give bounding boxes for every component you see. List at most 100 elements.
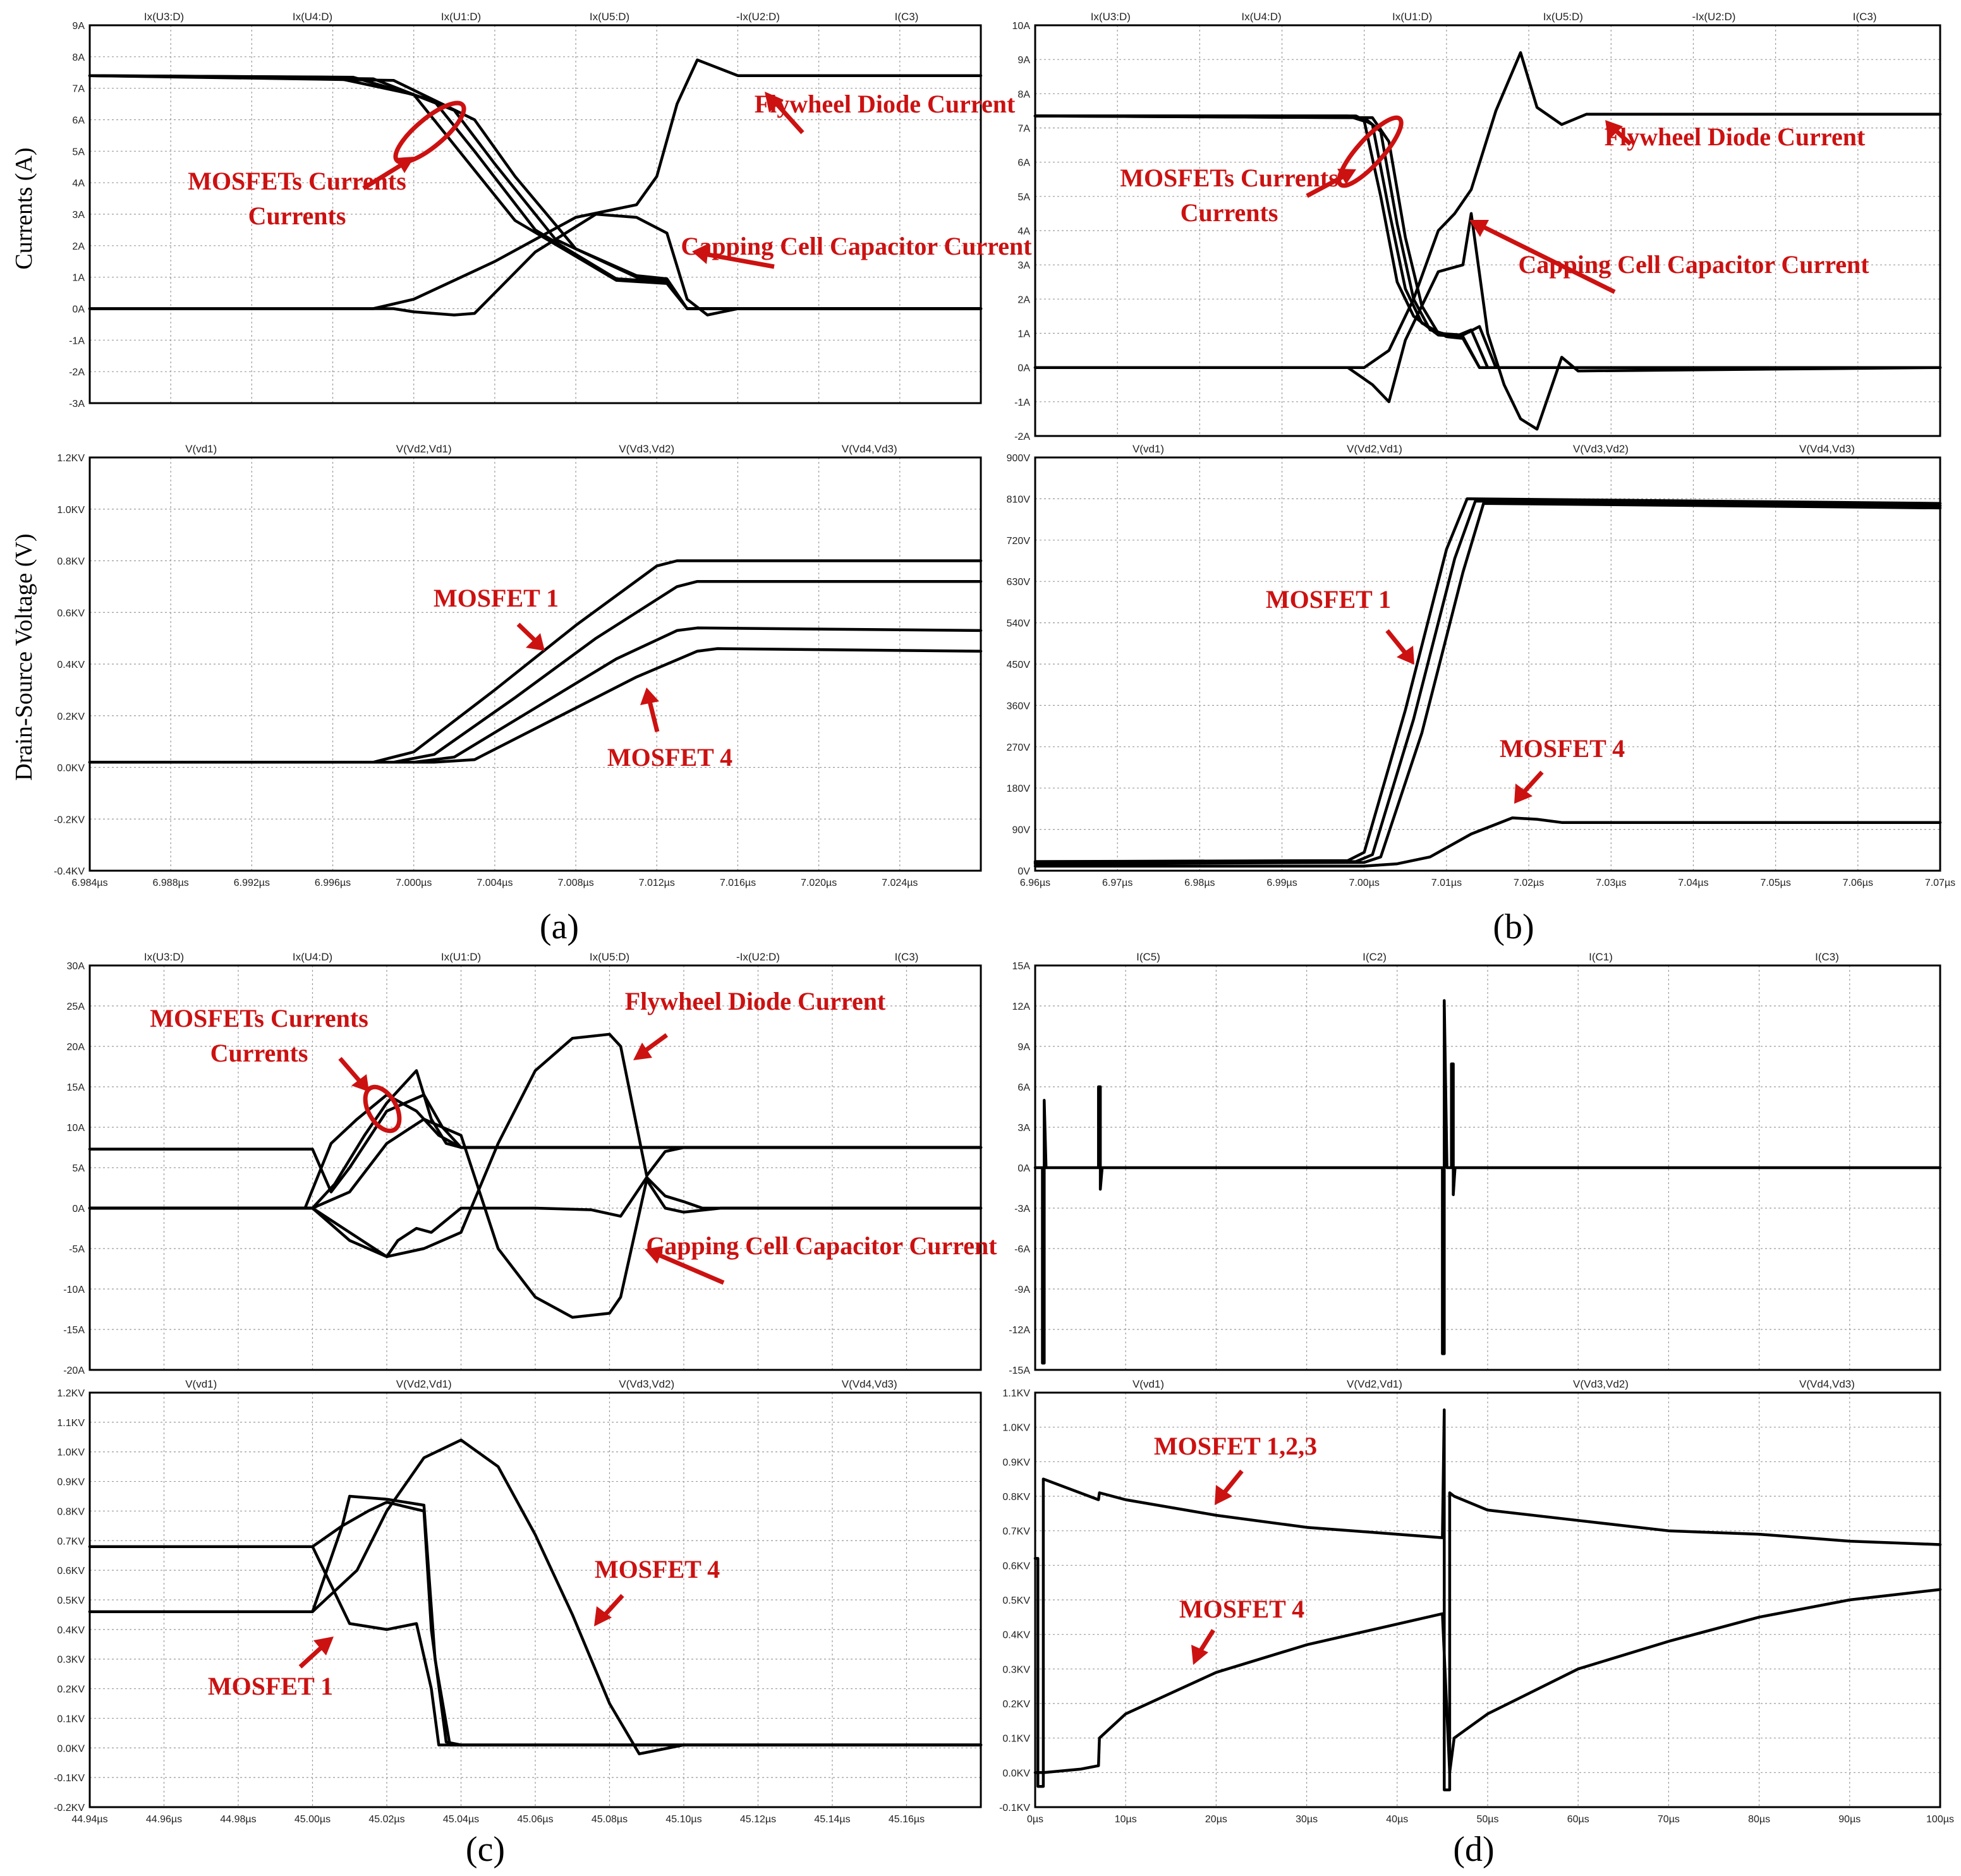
x-tick-label: 7.004µs	[477, 878, 513, 888]
x-tick-label: 45.16µs	[889, 1814, 925, 1825]
y-tick-label: 270V	[1007, 742, 1031, 753]
series-line	[88, 1069, 983, 1210]
trace-name: V(Vd4,Vd3)	[1799, 1378, 1855, 1390]
y-tick-label: 0.8KV	[57, 1506, 85, 1517]
y-tick-label: 0A	[1017, 1163, 1030, 1174]
series-line	[88, 1501, 983, 1746]
y-tick-label: 6A	[1017, 158, 1030, 169]
trace-name: Ix(U1:D)	[441, 11, 481, 23]
y-tick-label: 5A	[72, 1163, 85, 1174]
annotation-arrow	[656, 1252, 725, 1285]
y-tick-label: 0.1KV	[1002, 1734, 1030, 1745]
series-line	[1033, 1408, 1942, 1791]
x-tick-label: 90µs	[1838, 1814, 1861, 1825]
y-tick-label: 0.8KV	[1002, 1492, 1030, 1503]
y-tick-label: 1A	[1017, 329, 1030, 340]
annotation-arrowhead	[1215, 1485, 1232, 1505]
x-tick-label: 45.12µs	[740, 1814, 776, 1825]
trace-name: V(Vd3,Vd2)	[619, 1378, 674, 1390]
x-tick-label: 6.996µs	[315, 878, 351, 888]
trace-name: Ix(U4:D)	[293, 951, 332, 963]
y-tick-label: 0.0KV	[57, 763, 85, 774]
x-tick-label: 10µs	[1115, 1814, 1137, 1825]
y-tick-label: -2A	[69, 367, 85, 378]
panel-label-a: (a)	[540, 907, 579, 947]
series-line	[1033, 497, 1942, 863]
chart-panel: 15A 12A 9A 6A 3A 0A -3A -6A -9A -12A -15A I(C5) I(C2…	[1009, 951, 1942, 1376]
y-tick-label: -0.2KV	[54, 1803, 85, 1813]
y-axis-label-voltage: Drain-Source Voltage (V)	[11, 533, 37, 780]
annotation-arrowhead	[645, 1246, 664, 1264]
x-tick-label: 7.01µs	[1431, 878, 1462, 888]
plot-frame	[88, 1391, 982, 1808]
series-line	[1033, 114, 1942, 369]
y-tick-label: 6A	[1017, 1082, 1030, 1093]
annotation-arrow	[1521, 770, 1544, 795]
x-tick-label: 7.008µs	[557, 878, 593, 888]
trace-name: I(C2)	[1363, 951, 1387, 963]
y-tick-label: 10A	[67, 1123, 85, 1134]
y-tick-label: 0.7KV	[1002, 1527, 1030, 1537]
x-tick-label: 6.96µs	[1020, 878, 1050, 888]
trace-name: V(Vd4,Vd3)	[842, 1378, 897, 1390]
x-tick-label: 7.06µs	[1843, 878, 1873, 888]
annotation-arrowhead	[351, 1074, 369, 1092]
y-tick-label: 0A	[72, 1204, 85, 1214]
x-tick-label: 7.000µs	[396, 878, 432, 888]
y-tick-label: -15A	[1009, 1365, 1030, 1376]
x-tick-label: 45.00µs	[294, 1814, 331, 1825]
y-tick-label: 0.0KV	[57, 1743, 85, 1754]
annotation-arrowhead	[1397, 646, 1414, 665]
y-tick-label: -0.4KV	[54, 866, 85, 877]
plot-frame	[1034, 1391, 1941, 1808]
y-tick-label: 810V	[1007, 494, 1031, 505]
series-line	[1033, 816, 1942, 868]
series-line	[88, 1032, 983, 1259]
annotation-arrow	[338, 1056, 362, 1084]
y-tick-label: 0.9KV	[57, 1477, 85, 1488]
x-tick-label: 6.98µs	[1184, 878, 1215, 888]
x-tick-label: 7.012µs	[639, 878, 675, 888]
annotation-mosfets-currents-line2: Currents	[248, 202, 346, 230]
x-tick-label: 50µs	[1476, 1814, 1498, 1825]
annotation-ellipse	[363, 1084, 402, 1134]
trace-name: -Ix(U2:D)	[736, 951, 780, 963]
annotation-mosfet-4: MOSFET 4	[595, 1555, 720, 1583]
series-line	[88, 1176, 983, 1259]
x-tick-label: 7.05µs	[1760, 878, 1790, 888]
annotation-mosfets-currents: MOSFETs Currents	[188, 167, 406, 195]
annotation-mosfet-1: MOSFET 1	[1266, 585, 1391, 614]
trace-name: Ix(U4:D)	[293, 11, 332, 23]
series-line	[1033, 499, 1942, 864]
y-tick-label: 20A	[67, 1042, 85, 1053]
y-tick-label: 9A	[1017, 1042, 1030, 1053]
y-tick-label: 0.2KV	[1002, 1699, 1030, 1710]
y-tick-label: 900V	[1007, 453, 1031, 464]
annotation-mosfet-1: MOSFET 1	[208, 1672, 333, 1700]
annotation-arrow	[647, 701, 660, 732]
annotation-arrow	[1385, 629, 1408, 656]
y-tick-label: -5A	[69, 1244, 85, 1255]
y-tick-label: -12A	[1009, 1325, 1030, 1336]
y-tick-label: 0A	[1017, 363, 1030, 374]
y-tick-label: 0.1KV	[57, 1714, 85, 1724]
y-tick-label: -3A	[69, 399, 85, 409]
annotation-arrowhead	[1605, 120, 1623, 140]
plot-frame	[1034, 964, 1941, 1371]
annotation-arrowhead	[640, 687, 659, 705]
annotation-arrow	[362, 161, 406, 190]
panel-label-b: (b)	[1493, 907, 1534, 947]
y-tick-label: 0.2KV	[57, 711, 85, 722]
y-tick-label: 630V	[1007, 577, 1031, 588]
trace-name: Ix(U5:D)	[1543, 11, 1583, 23]
x-tick-label: 100µs	[1926, 1814, 1954, 1825]
y-tick-label: 8A	[1017, 89, 1030, 100]
x-tick-label: 0µs	[1027, 1814, 1043, 1825]
x-tick-label: 6.988µs	[153, 878, 189, 888]
trace-name: V(Vd3,Vd2)	[1573, 1378, 1629, 1390]
series-line	[88, 647, 983, 764]
x-tick-label: 44.96µs	[146, 1814, 182, 1825]
annotation-mosfets-currents: MOSFETs Currents	[150, 1004, 368, 1032]
y-tick-label: 2A	[1017, 294, 1030, 305]
